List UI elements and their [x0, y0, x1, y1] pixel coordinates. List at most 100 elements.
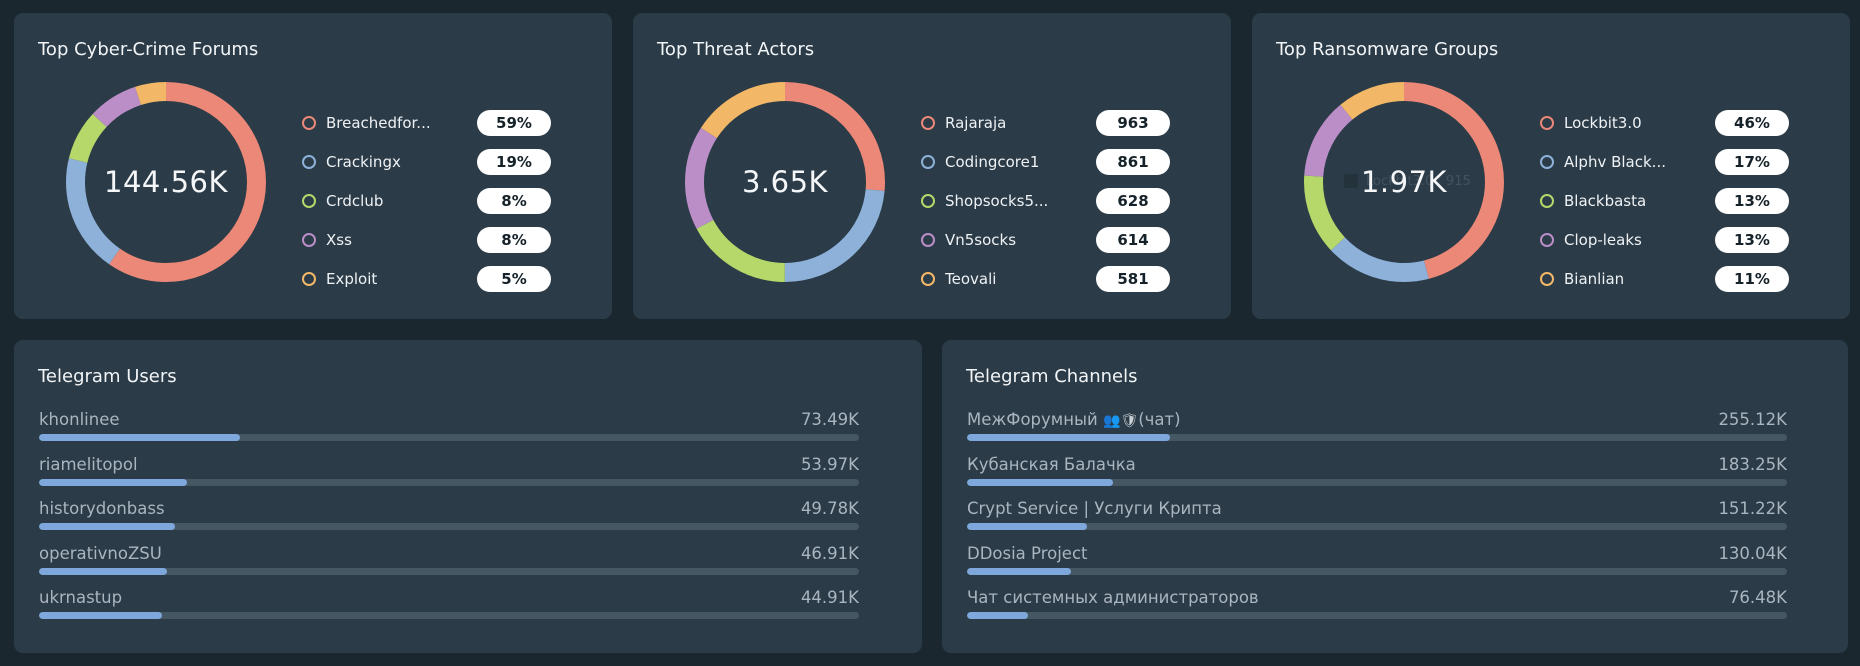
legend-value: 614	[1096, 227, 1170, 253]
legend-dot	[921, 155, 935, 169]
progress-fill	[967, 478, 1113, 486]
list-item[interactable]: DDosia Project 130.04K	[967, 544, 1787, 589]
forums-card: Top Cyber-Crime Forums 144.56K Breachedf…	[14, 13, 612, 319]
donut-segment[interactable]	[1304, 82, 1504, 282]
actors-donut: 3.65K	[685, 82, 885, 282]
user-count: 53.97K	[800, 454, 859, 474]
legend-item[interactable]: Lockbit3.0 46%	[1540, 110, 1796, 154]
telegram-channels-title: Telegram Channels	[966, 366, 1138, 387]
legend-dot	[921, 272, 935, 286]
legend-item[interactable]: Crdclub 8%	[302, 188, 558, 232]
tooltip-text: Lockbit3.0 : 915	[1366, 173, 1471, 189]
legend-item[interactable]: Vn5socks 614	[921, 227, 1177, 271]
legend-item[interactable]: Xss 8%	[302, 227, 558, 271]
channel-name: МежФорумный 👥🛡(чат)	[967, 410, 1181, 429]
legend-item[interactable]: Codingcore1 861	[921, 149, 1177, 193]
ransom-donut: Lockbit3.0 : 915 1.97K	[1304, 82, 1504, 282]
legend-item[interactable]: Clop-leaks 13%	[1540, 227, 1796, 271]
legend-value: 8%	[477, 188, 551, 214]
user-name: khonlinee	[39, 410, 120, 429]
legend-label: Xss	[326, 231, 352, 249]
ransom-legend: Lockbit3.0 46% Alphv Black... 17% Blackb…	[1540, 110, 1796, 310]
donut-segment[interactable]	[685, 82, 885, 282]
donut-segment[interactable]	[66, 82, 266, 282]
donut-segment[interactable]	[66, 82, 266, 282]
legend-dot	[1540, 233, 1554, 247]
legend-value: 13%	[1715, 227, 1789, 253]
donut-segment[interactable]	[1304, 82, 1504, 282]
user-name: ukrnastup	[39, 588, 123, 607]
legend-dot	[921, 194, 935, 208]
legend-item[interactable]: Bianlian 11%	[1540, 266, 1796, 310]
user-count: 73.49K	[800, 410, 859, 429]
channel-name: Кубанская Балачка	[967, 454, 1136, 474]
list-item[interactable]: operativnoZSU 46.91K	[39, 544, 859, 589]
legend-label: Lockbit3.0	[1564, 114, 1642, 132]
legend-value: 13%	[1715, 188, 1789, 214]
progress-track	[967, 523, 1787, 530]
channel-name: Crypt Service | Услуги Крипта	[967, 499, 1222, 518]
list-item[interactable]: riamelitopol 53.97K	[39, 455, 859, 500]
channel-name-suffix: (чат)	[1138, 410, 1181, 429]
legend-item[interactable]: Rajaraja 963	[921, 110, 1177, 154]
list-item[interactable]: Чат системных администраторов 76.48K	[967, 588, 1787, 633]
progress-fill	[967, 523, 1088, 530]
actors-title: Top Threat Actors	[657, 39, 815, 60]
legend-value: 581	[1096, 266, 1170, 292]
forums-title: Top Cyber-Crime Forums	[38, 39, 259, 60]
legend-value: 963	[1096, 110, 1170, 136]
list-item[interactable]: Кубанская Балачка 183.25K	[967, 455, 1787, 500]
legend-label: Codingcore1	[945, 153, 1040, 171]
progress-fill	[39, 612, 162, 619]
legend-label: Teovali	[945, 270, 997, 288]
progress-track	[39, 612, 859, 619]
donut-segment[interactable]	[1304, 82, 1504, 282]
actors-total: 3.65K	[741, 165, 829, 199]
legend-label: Shopsocks5...	[945, 192, 1049, 210]
telegram-users-list: khonlinee 73.49K riamelitopol 53.97K his…	[39, 410, 859, 633]
legend-label: Alphv Black...	[1564, 153, 1666, 171]
legend-item[interactable]: Shopsocks5... 628	[921, 188, 1177, 232]
legend-item[interactable]: Teovali 581	[921, 266, 1177, 310]
people-icon: 👥	[1103, 413, 1121, 429]
user-count: 49.78K	[800, 499, 859, 518]
progress-fill	[967, 434, 1171, 441]
progress-track	[39, 478, 859, 486]
legend-label: Vn5socks	[945, 231, 1017, 249]
legend-item[interactable]: Breachedfor... 59%	[302, 110, 558, 154]
legend-item[interactable]: Exploit 5%	[302, 266, 558, 310]
list-item[interactable]: khonlinee 73.49K	[39, 410, 859, 455]
legend-dot	[1540, 116, 1554, 130]
legend-label: Breachedfor...	[326, 114, 431, 132]
shield-icon: 🛡	[1120, 413, 1139, 429]
legend-label: Blackbasta	[1564, 192, 1647, 210]
list-item[interactable]: Crypt Service | Услуги Крипта 151.22K	[967, 499, 1787, 544]
legend-item[interactable]: Blackbasta 13%	[1540, 188, 1796, 232]
ransom-donut-chart	[1304, 82, 1504, 282]
legend-item[interactable]: Alphv Black... 17%	[1540, 149, 1796, 193]
progress-fill	[967, 567, 1071, 575]
list-item[interactable]: МежФорумный 👥🛡(чат) 255.12K	[967, 410, 1787, 455]
user-name: operativnoZSU	[39, 543, 162, 563]
donut-segment[interactable]	[685, 82, 885, 282]
progress-fill	[39, 567, 168, 575]
ransom-title: Top Ransomware Groups	[1276, 39, 1499, 60]
progress-fill	[39, 434, 240, 441]
legend-label: Crdclub	[326, 192, 384, 210]
legend-dot	[302, 194, 316, 208]
channel-count: 183.25K	[1718, 454, 1787, 474]
channel-count: 151.22K	[1718, 499, 1787, 518]
legend-value: 861	[1096, 149, 1170, 175]
ransom-hover-tooltip: Lockbit3.0 : 915	[1344, 169, 1472, 193]
user-count: 44.91K	[800, 588, 859, 607]
legend-label: Exploit	[326, 270, 378, 288]
legend-item[interactable]: Crackingx 19%	[302, 149, 558, 193]
legend-value: 19%	[477, 149, 551, 175]
channel-name-text: МежФорумный	[967, 410, 1098, 429]
list-item[interactable]: ukrnastup 44.91K	[39, 588, 859, 633]
donut-segment[interactable]	[685, 82, 885, 282]
list-item[interactable]: historydonbass 49.78K	[39, 499, 859, 544]
channel-count: 255.12K	[1718, 410, 1787, 429]
forums-donut-chart	[66, 82, 266, 282]
legend-dot	[1540, 194, 1554, 208]
